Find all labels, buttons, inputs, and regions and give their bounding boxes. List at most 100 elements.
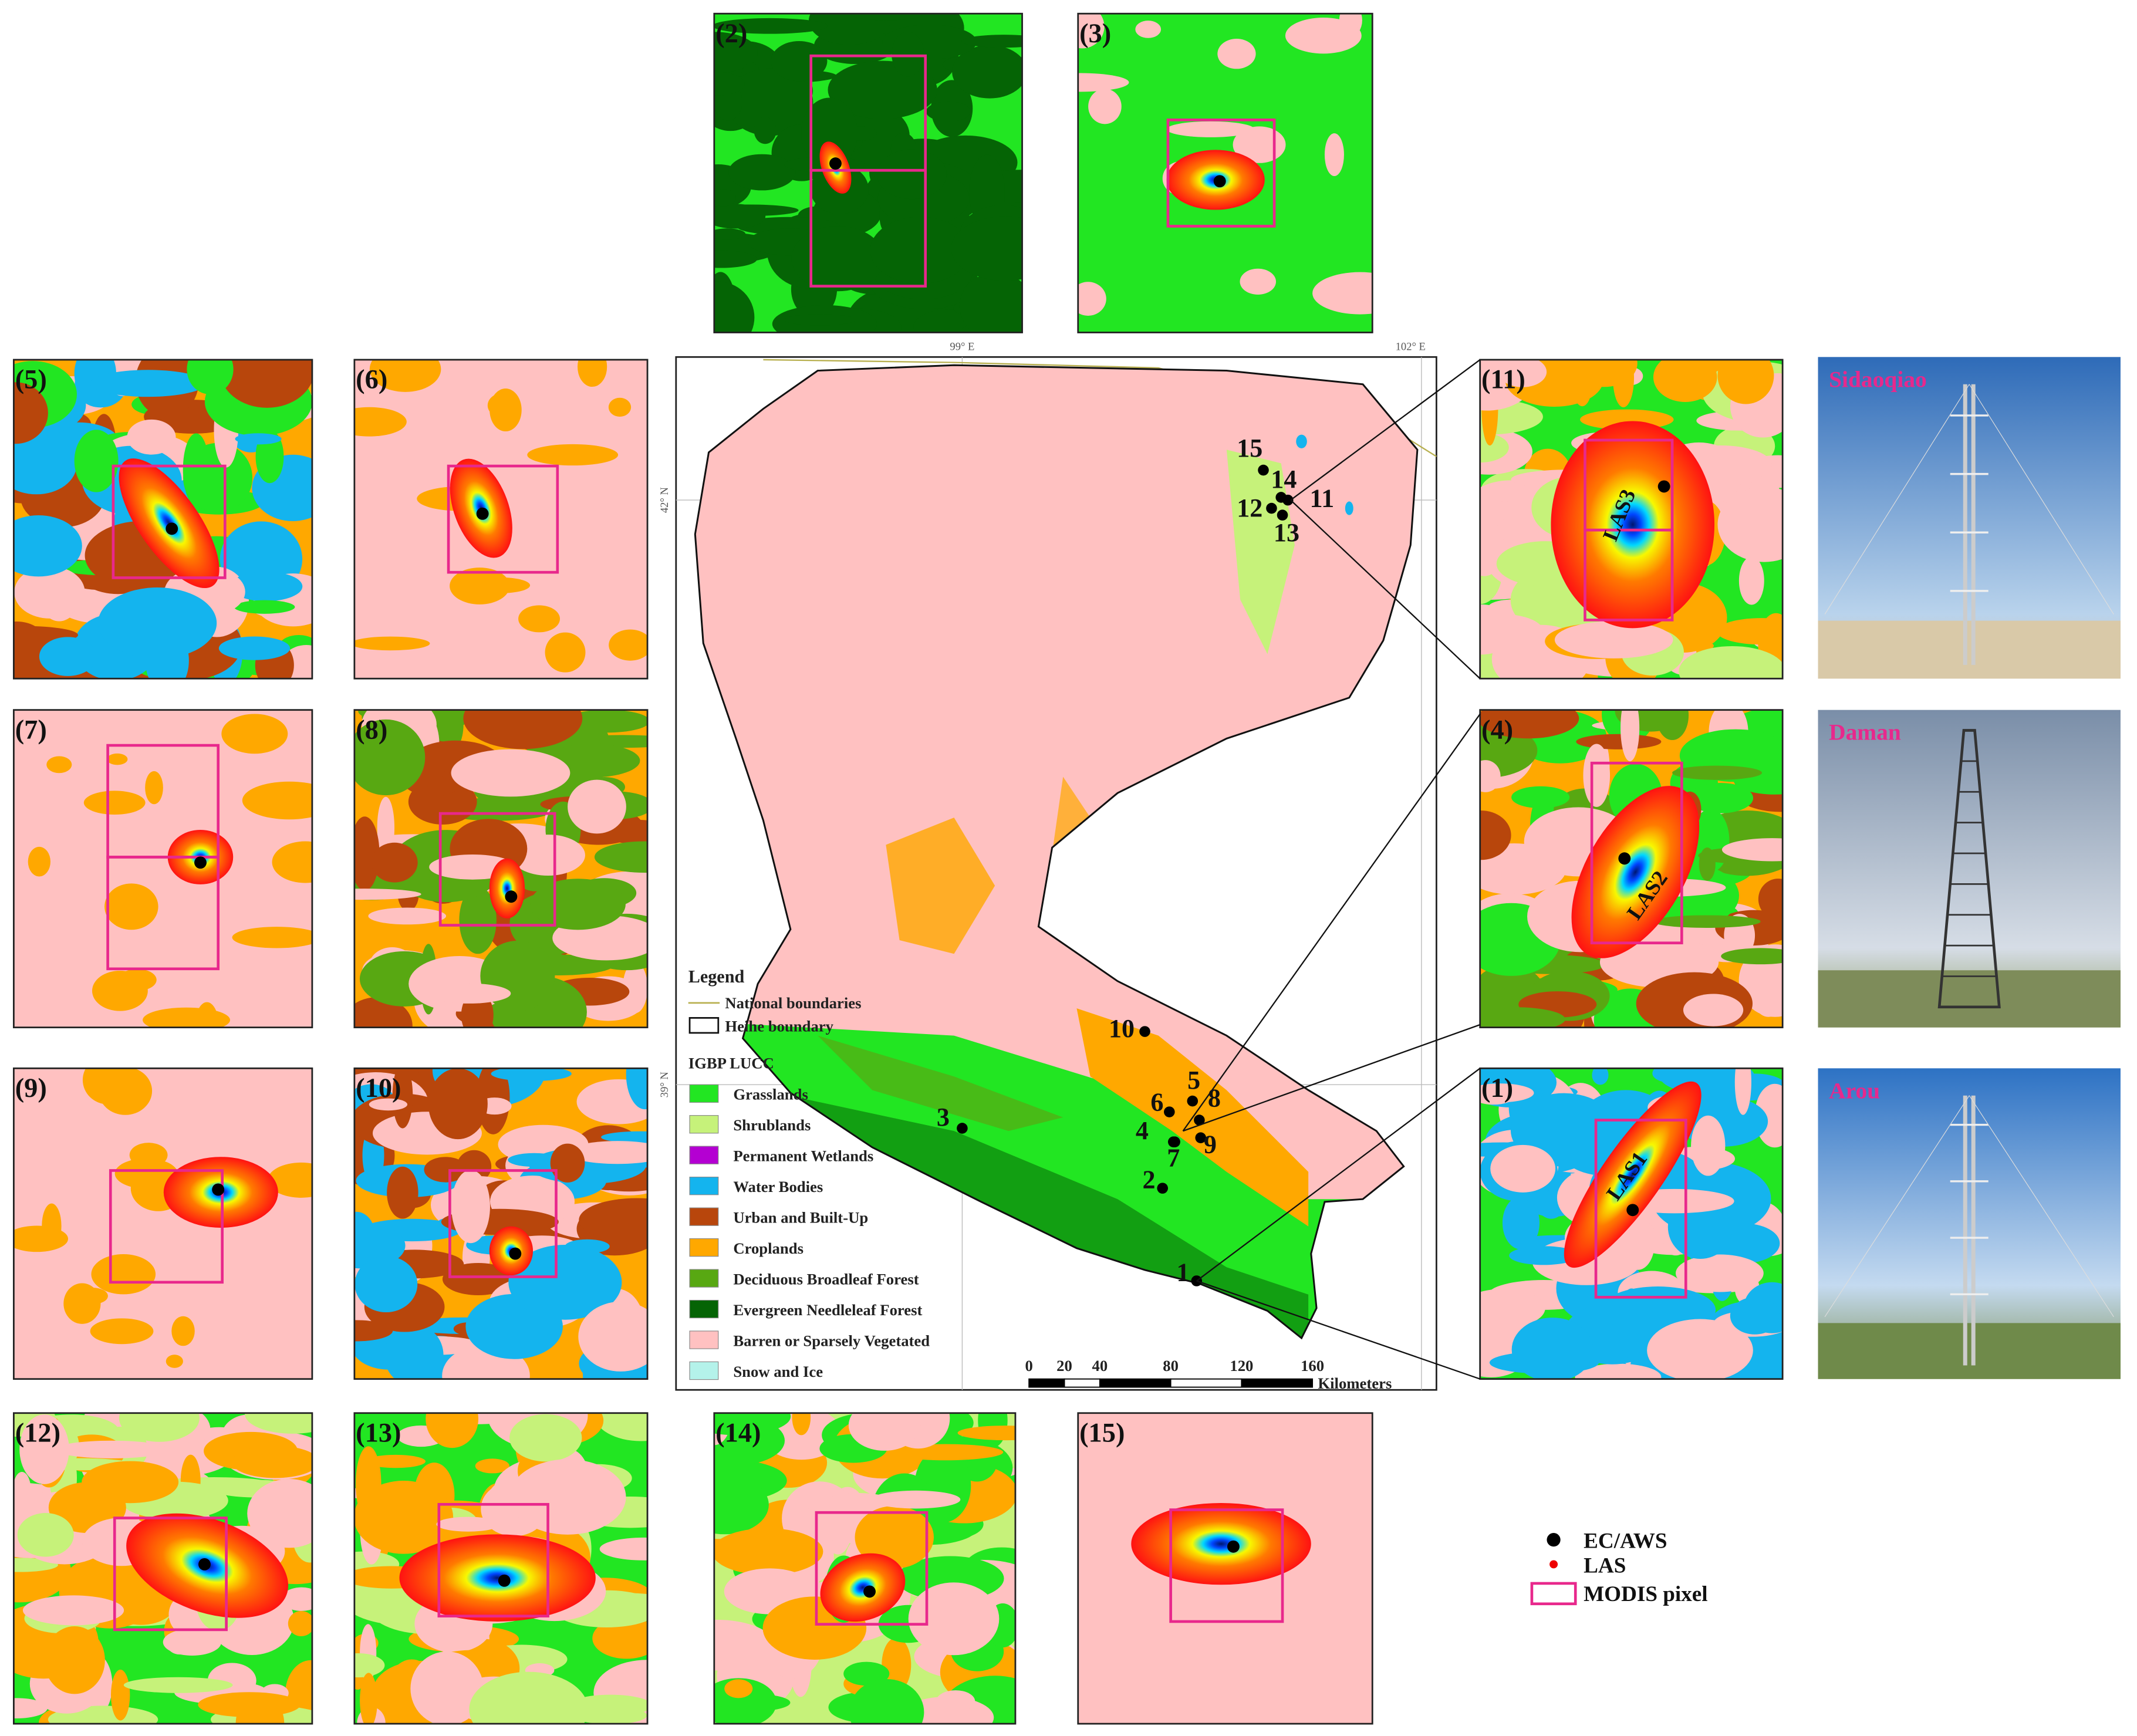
land-patch bbox=[167, 1634, 193, 1655]
site-dot bbox=[1164, 1106, 1175, 1117]
land-patch bbox=[13, 1225, 69, 1252]
panel-frame bbox=[353, 709, 649, 1029]
land-patch bbox=[1652, 1068, 1687, 1083]
modis-pixel bbox=[815, 1511, 929, 1626]
land-patch bbox=[384, 1324, 444, 1379]
land-patch bbox=[1240, 268, 1277, 295]
land-patch bbox=[387, 1166, 418, 1219]
land-patch bbox=[801, 97, 858, 168]
ec-aws-site bbox=[212, 1183, 225, 1196]
scale-label: 0 bbox=[1025, 1357, 1032, 1374]
panel bbox=[354, 710, 648, 1028]
lake bbox=[1345, 501, 1353, 515]
key: EC/AWS LAS MODIS pixel bbox=[1530, 1529, 1708, 1606]
ec-aws-site bbox=[476, 507, 489, 520]
legend-text: Water Bodies bbox=[733, 1178, 823, 1195]
land-patch bbox=[951, 216, 1022, 281]
land-patch bbox=[714, 32, 758, 73]
land-patch bbox=[1480, 760, 1501, 792]
land-patch bbox=[442, 1262, 514, 1296]
panel-label: (13) bbox=[356, 1418, 401, 1448]
modis-pixel bbox=[1590, 761, 1683, 945]
land-patch bbox=[1480, 1289, 1545, 1328]
land-patch bbox=[579, 1198, 648, 1242]
site-label: 10 bbox=[1109, 1014, 1135, 1043]
land-patch bbox=[235, 1694, 285, 1724]
photo-ground bbox=[1818, 1323, 2121, 1379]
site-label: 15 bbox=[1237, 434, 1262, 462]
land-patch bbox=[808, 13, 890, 45]
land-patch bbox=[55, 1440, 169, 1458]
land-patch bbox=[518, 605, 561, 633]
legend-text: Urban and Built-Up bbox=[733, 1209, 868, 1227]
land-patch bbox=[848, 1413, 921, 1451]
legend-text: Evergreen Needleleaf Forest bbox=[733, 1301, 922, 1319]
land-patch bbox=[509, 1414, 582, 1462]
land-patch bbox=[1592, 1068, 1609, 1085]
guy-wire bbox=[1824, 1095, 1970, 1318]
land-patch bbox=[792, 1413, 811, 1436]
land-patch bbox=[1647, 1319, 1753, 1379]
land-patch bbox=[220, 359, 312, 408]
land-patch bbox=[166, 1355, 183, 1368]
land-patch bbox=[475, 1458, 509, 1474]
legend-text: Heihe boundary bbox=[725, 1018, 833, 1035]
land-patch bbox=[195, 1002, 218, 1028]
land-patch bbox=[90, 1318, 154, 1345]
panel-label: (4) bbox=[1481, 715, 1513, 745]
footprint bbox=[1571, 786, 1700, 958]
land-patch bbox=[1217, 39, 1256, 69]
panel-frame bbox=[353, 1067, 649, 1380]
land-patch bbox=[754, 117, 777, 144]
scale-label: 160 bbox=[1301, 1357, 1324, 1374]
land-patch bbox=[123, 1677, 233, 1693]
legend-box bbox=[688, 1017, 720, 1034]
land-patch bbox=[887, 1444, 1004, 1461]
legend-text: Deciduous Broadleaf Forest bbox=[733, 1271, 919, 1288]
graticule-label: 42° N bbox=[659, 487, 671, 513]
land-patch bbox=[13, 382, 48, 444]
land-patch bbox=[366, 1454, 426, 1468]
land-patch bbox=[1726, 660, 1783, 679]
land-patch bbox=[1078, 73, 1129, 92]
photo-ground bbox=[1818, 970, 2121, 1028]
legend-text: Shrublands bbox=[733, 1116, 811, 1134]
ec-aws-site bbox=[509, 1247, 522, 1260]
land-patch bbox=[855, 1505, 934, 1569]
panel-label: (14) bbox=[715, 1418, 761, 1448]
scale-label: 120 bbox=[1230, 1357, 1253, 1374]
land-patch bbox=[1480, 1083, 1534, 1103]
land-patch bbox=[1502, 1196, 1540, 1249]
site-dot bbox=[1139, 1026, 1150, 1037]
land-patch bbox=[13, 434, 77, 495]
land-patch bbox=[1324, 133, 1344, 176]
scale-segment bbox=[1170, 1378, 1243, 1388]
site-label: 11 bbox=[1310, 484, 1335, 513]
scale-label: 40 bbox=[1092, 1357, 1108, 1374]
guy-wire bbox=[1969, 1095, 2114, 1318]
site-label: 6 bbox=[1150, 1087, 1163, 1116]
land-patch bbox=[1717, 359, 1774, 404]
land-patch bbox=[119, 1413, 200, 1442]
land-patch bbox=[1652, 915, 1761, 928]
land-patch bbox=[1721, 948, 1783, 965]
photo-label: Sidaoqiao bbox=[1829, 366, 1927, 392]
land-patch bbox=[104, 883, 158, 930]
land-patch bbox=[714, 189, 736, 207]
panel-frame bbox=[13, 359, 313, 680]
panel-label: (3) bbox=[1079, 19, 1111, 49]
connectors bbox=[1182, 359, 1481, 1380]
panels: (1) (2) (3) (4) (5) (6) (7) (8) (9) (10) (11) (12) (… bbox=[13, 12, 1784, 1725]
ec-aws-site bbox=[863, 1585, 876, 1598]
legend-swatch bbox=[689, 1269, 719, 1288]
land-patch bbox=[426, 1413, 478, 1448]
guy-wire bbox=[1969, 384, 2114, 614]
site-dot bbox=[1187, 1095, 1199, 1107]
land-patch bbox=[1166, 121, 1255, 137]
land-patch bbox=[1312, 272, 1373, 315]
land-patch bbox=[1716, 618, 1783, 645]
land-patch bbox=[1088, 89, 1122, 124]
key-text: EC/AWS bbox=[1584, 1529, 1667, 1553]
site-dot bbox=[1266, 502, 1277, 514]
land-patch bbox=[46, 756, 72, 774]
